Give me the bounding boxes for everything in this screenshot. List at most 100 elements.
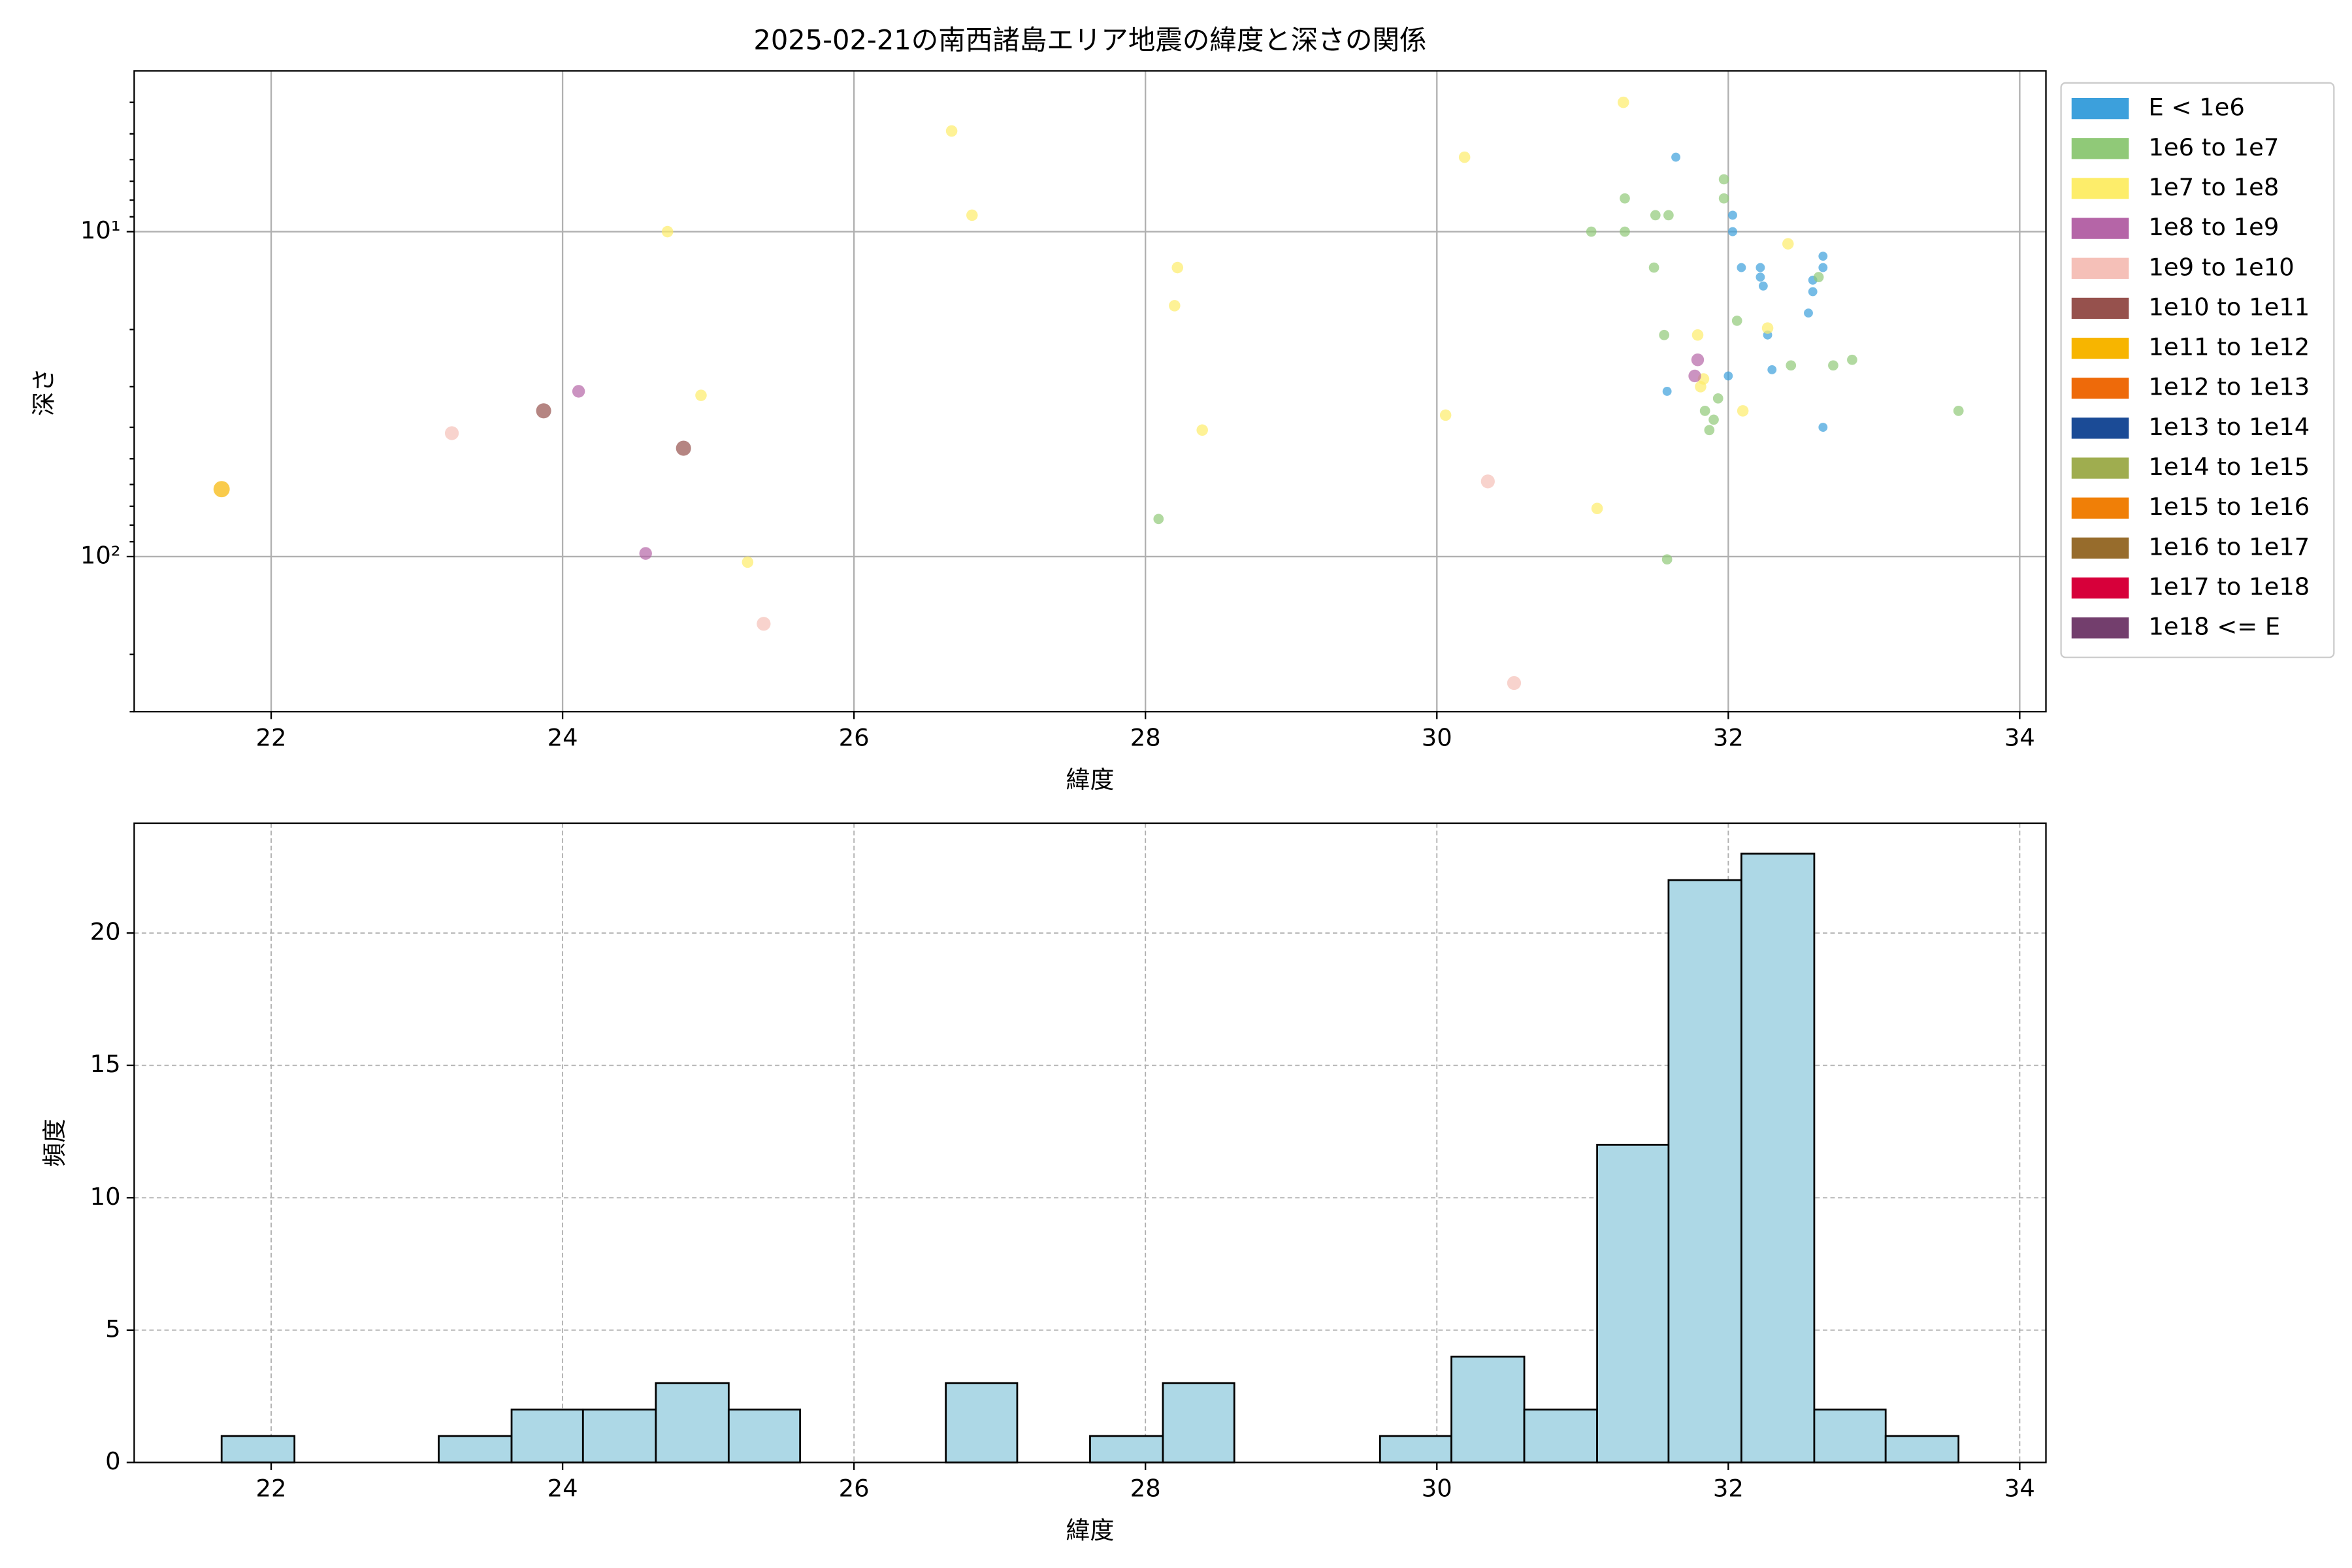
- histogram-bar: [1596, 1143, 1670, 1463]
- x-tick-label: 26: [839, 1475, 870, 1503]
- scatter-point: [1661, 554, 1673, 565]
- scatter-point: [1620, 226, 1630, 237]
- histogram-bar: [438, 1435, 513, 1463]
- legend-swatch: [2071, 497, 2129, 519]
- scatter-point: [1728, 227, 1737, 237]
- legend-label: 1e7 to 1e8: [2148, 173, 2279, 201]
- scatter-point: [661, 225, 674, 238]
- x-tick-label: 26: [839, 723, 870, 751]
- scatter-point: [1808, 287, 1818, 297]
- legend-swatch: [2071, 378, 2129, 399]
- scatter-point: [1691, 353, 1705, 367]
- scatter-point: [1712, 393, 1723, 404]
- y-axis-label: 頻度: [41, 1119, 69, 1167]
- scatter-point: [1650, 210, 1661, 221]
- scatter-point: [1196, 424, 1208, 436]
- legend-label: 1e10 to 1e11: [2148, 293, 2310, 321]
- scatter-point: [1659, 329, 1670, 340]
- histogram-bar: [727, 1409, 802, 1463]
- scatter-point: [1737, 405, 1749, 417]
- histogram-bar: [1523, 1409, 1598, 1463]
- scatter-point: [1818, 252, 1828, 261]
- legend-swatch: [2071, 138, 2129, 159]
- y-tick-label: 0: [105, 1447, 120, 1475]
- histogram-bar: [1667, 879, 1742, 1463]
- scatter-point: [1691, 329, 1704, 341]
- legend-swatch: [2071, 337, 2129, 359]
- scatter-point: [1586, 226, 1597, 237]
- scatter-point: [1708, 414, 1719, 425]
- x-tick-label: 30: [1422, 723, 1452, 751]
- scatter-point: [1439, 409, 1452, 421]
- legend-label: 1e9 to 1e10: [2148, 253, 2294, 281]
- y-tick-label: 5: [105, 1315, 120, 1343]
- scatter-point: [1804, 308, 1813, 318]
- scatter-point: [1480, 474, 1495, 489]
- histogram-bar: [1450, 1356, 1526, 1463]
- plot-frame: [133, 822, 2047, 1463]
- scatter-point: [572, 385, 585, 398]
- x-tick-label: 32: [1713, 1475, 1744, 1503]
- x-tick-label: 22: [256, 723, 287, 751]
- histogram-bar: [1740, 853, 1816, 1463]
- legend-label: 1e6 to 1e7: [2148, 133, 2279, 161]
- histogram-bar: [1813, 1409, 1887, 1463]
- histogram-bar: [581, 1409, 657, 1463]
- legend-label: 1e14 to 1e15: [2148, 453, 2310, 481]
- scatter-point: [1671, 152, 1680, 162]
- scatter-point: [1818, 423, 1828, 432]
- scatter-point: [676, 440, 691, 456]
- scatter-point: [1507, 676, 1522, 691]
- scatter-point: [1767, 365, 1777, 374]
- histogram-bar: [1089, 1435, 1164, 1463]
- scatter-point: [444, 426, 459, 440]
- histogram-bar: [220, 1435, 296, 1463]
- y-axis-label: 深さ: [30, 368, 58, 416]
- x-tick-label: 32: [1713, 723, 1744, 751]
- x-tick-label: 28: [1130, 1475, 1161, 1503]
- plot-frame: [133, 70, 2047, 713]
- y-tick-label: 20: [90, 918, 121, 946]
- scatter-point: [1813, 272, 1824, 282]
- legend-label: 1e13 to 1e14: [2148, 413, 2310, 441]
- scatter-point: [1756, 263, 1765, 272]
- legend-swatch: [2071, 417, 2129, 439]
- scatter-point: [1169, 300, 1181, 312]
- legend-swatch: [2071, 617, 2129, 639]
- legend-label: E < 1e6: [2148, 93, 2244, 122]
- legend-box: [2060, 82, 2335, 659]
- scatter-point: [1723, 371, 1733, 381]
- legend-swatch: [2071, 257, 2129, 279]
- scatter-point: [742, 556, 754, 568]
- x-tick-label: 30: [1422, 1475, 1452, 1503]
- legend-swatch: [2071, 297, 2129, 319]
- legend-label: 1e11 to 1e12: [2148, 333, 2310, 361]
- scatter-point: [945, 125, 958, 137]
- legend-label: 1e12 to 1e13: [2148, 373, 2310, 401]
- scatter-point: [1818, 263, 1828, 272]
- scatter-point: [1688, 369, 1701, 383]
- histogram-bar: [945, 1382, 1019, 1463]
- x-axis-label: 緯度: [1066, 1516, 1115, 1544]
- scatter-point: [1718, 174, 1729, 185]
- scatter-point: [1620, 193, 1630, 204]
- legend-label: 1e17 to 1e18: [2148, 573, 2310, 601]
- scatter-point: [695, 389, 707, 401]
- scatter-point: [1761, 322, 1774, 334]
- scatter-point: [1718, 193, 1729, 204]
- x-tick-label: 28: [1130, 723, 1161, 751]
- legend-swatch: [2071, 218, 2129, 239]
- histogram-bar: [1162, 1382, 1235, 1463]
- legend-label: 1e8 to 1e9: [2148, 213, 2279, 241]
- scatter-point: [1782, 238, 1794, 250]
- scatter-point: [1662, 387, 1672, 396]
- histogram-bar: [1379, 1435, 1452, 1463]
- scatter-point: [966, 209, 978, 221]
- scatter-point: [1728, 210, 1737, 220]
- scatter-point: [1153, 514, 1164, 525]
- histogram-bar: [655, 1382, 730, 1463]
- legend-swatch: [2071, 457, 2129, 479]
- scatter-point: [1758, 281, 1768, 291]
- scatter-point: [1737, 263, 1746, 272]
